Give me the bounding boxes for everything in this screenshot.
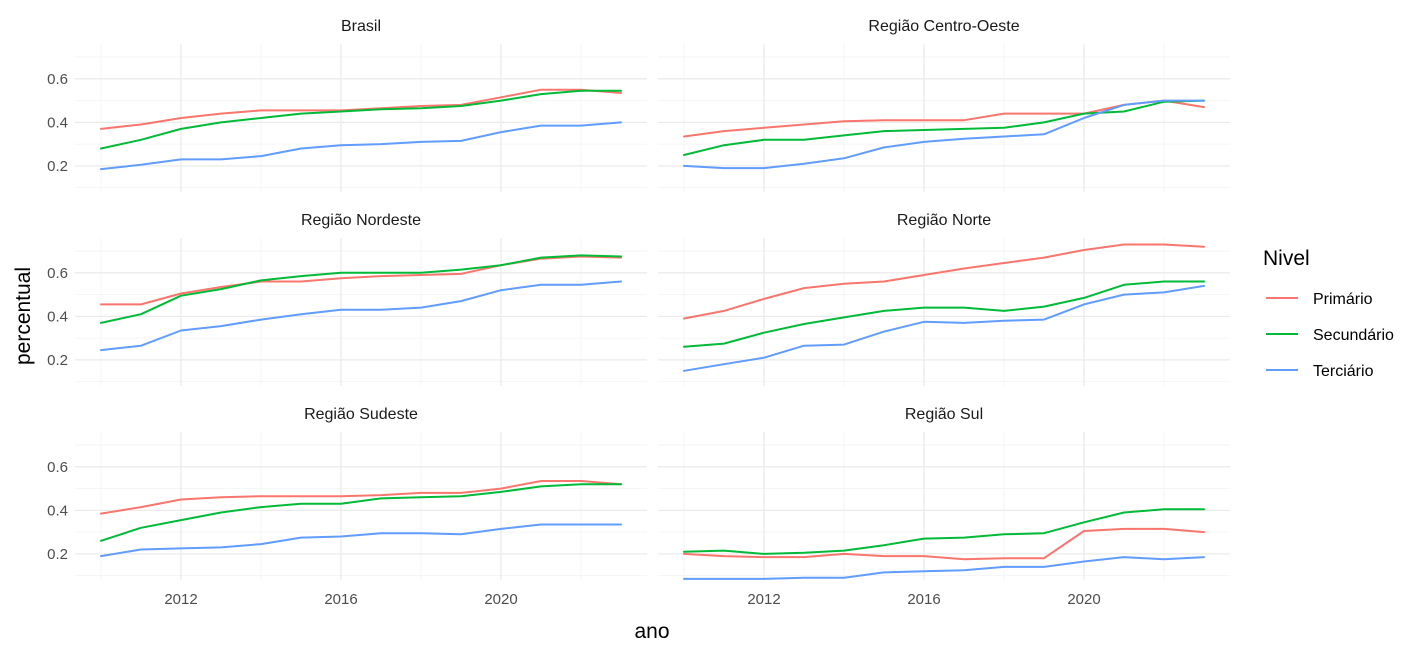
series-line-terciário: [100, 523, 622, 558]
panel-title: Região Sudeste: [304, 406, 418, 423]
x-tick-label: 2020: [1067, 591, 1100, 608]
series-line-secundário: [683, 280, 1205, 348]
panel-title: Região Sul: [905, 406, 983, 423]
panel-4: Região Norte: [658, 212, 1230, 386]
y-tick-label: 0.4: [47, 114, 68, 131]
y-tick-label: 0.2: [47, 352, 68, 369]
legend-entries: Primário Secundário Terciário: [1266, 291, 1394, 380]
series-line-secundário: [683, 508, 1205, 555]
legend-entry: Secundário: [1266, 327, 1394, 344]
series-line-primário: [683, 243, 1205, 320]
series-line-primário: [683, 99, 1205, 138]
panel-3: Região Nordeste 0.2 0.4 0.6: [47, 212, 647, 386]
x-axis-title: ano: [634, 620, 669, 643]
y-axis-title: percentual: [12, 267, 35, 365]
series-line-primário: [100, 88, 622, 130]
x-tick-label: 2016: [324, 591, 357, 608]
legend-entry: Terciário: [1266, 363, 1374, 380]
panel-6: Região Sul 2012 2016 2020: [658, 406, 1230, 608]
series-line-terciário: [683, 284, 1205, 372]
series-line-secundário: [100, 483, 622, 542]
series-line-terciário: [100, 280, 622, 352]
panel-title: Região Centro-Oeste: [868, 18, 1019, 35]
series-line-primário: [100, 480, 622, 515]
y-tick-label: 0.4: [47, 308, 68, 325]
panels-layer: Brasil 0.2 0.4 0.6 Região Centro-Oeste Região…: [47, 18, 1230, 608]
panel-title: Região Nordeste: [301, 212, 421, 229]
legend-label: Terciário: [1313, 363, 1374, 380]
y-tick-label: 0.2: [47, 158, 68, 175]
y-tick-label: 0.6: [47, 265, 68, 282]
x-tick-label: 2012: [747, 591, 780, 608]
series-line-secundário: [100, 254, 622, 324]
series-line-terciário: [683, 99, 1205, 170]
series-line-terciário: [100, 121, 622, 171]
panel-1: Brasil 0.2 0.4 0.6: [47, 18, 647, 192]
series-line-secundário: [683, 99, 1205, 156]
series-line-secundário: [100, 89, 622, 150]
series-line-terciário: [683, 556, 1205, 580]
panel-2: Região Centro-Oeste: [658, 18, 1230, 192]
legend-label: Primário: [1313, 291, 1373, 308]
panel-5: Região Sudeste 0.2 0.4 0.6 2012 2016 2020: [47, 406, 647, 608]
x-tick-label: 2012: [164, 591, 197, 608]
panel-title: Brasil: [341, 18, 381, 35]
x-tick-label: 2016: [907, 591, 940, 608]
legend: Nivel Primário Secundário Terciário: [1263, 247, 1394, 380]
legend-entry: Primário: [1266, 291, 1373, 308]
y-tick-label: 0.2: [47, 546, 68, 563]
legend-label: Secundário: [1313, 327, 1394, 344]
y-tick-label: 0.6: [47, 459, 68, 476]
y-tick-label: 0.4: [47, 502, 68, 519]
series-line-primário: [683, 527, 1205, 561]
panel-title: Região Norte: [897, 212, 991, 229]
legend-title: Nivel: [1263, 247, 1310, 270]
y-tick-label: 0.6: [47, 71, 68, 88]
x-tick-label: 2020: [484, 591, 517, 608]
